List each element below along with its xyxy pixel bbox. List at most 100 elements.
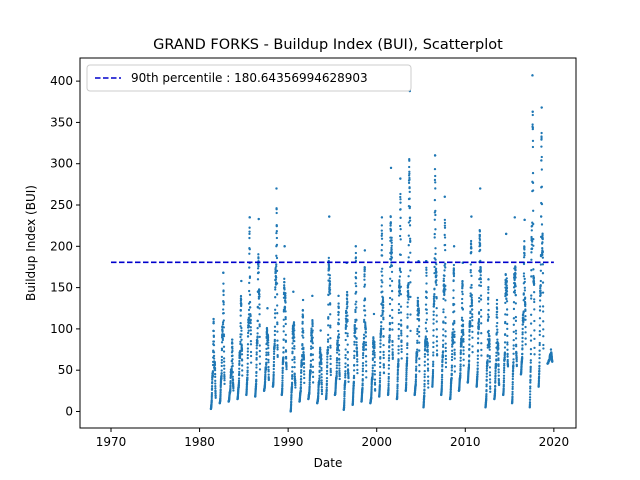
data-point (523, 254, 526, 257)
data-point (521, 333, 524, 336)
data-point (379, 355, 382, 359)
data-point (361, 356, 365, 359)
data-point (365, 364, 368, 367)
data-point (378, 379, 382, 382)
data-point (276, 348, 279, 351)
data-point (325, 388, 328, 391)
data-point (273, 333, 277, 336)
data-point (495, 359, 498, 362)
data-point (530, 269, 533, 272)
data-point (444, 335, 447, 338)
data-point (263, 380, 267, 383)
data-point (450, 355, 454, 359)
data-point (344, 331, 347, 335)
data-point (299, 377, 303, 381)
data-point (514, 337, 518, 340)
data-point (256, 306, 259, 309)
data-point (387, 354, 391, 357)
data-point (237, 379, 241, 382)
data-point (432, 318, 435, 321)
data-point (530, 294, 533, 297)
data-point (486, 364, 489, 367)
data-point (529, 387, 532, 390)
data-point (292, 321, 296, 324)
data-point (532, 291, 536, 294)
data-point (423, 382, 426, 386)
data-point (528, 401, 532, 404)
data-point (461, 290, 464, 293)
legend-label: 90th percentile : 180.64356994628903 (131, 71, 368, 85)
data-point (432, 329, 435, 332)
data-point (257, 217, 260, 221)
data-point (346, 294, 349, 297)
data-point (540, 159, 543, 162)
data-point (511, 385, 514, 389)
data-point (338, 367, 341, 370)
data-point (505, 284, 508, 287)
data-point (380, 232, 384, 235)
data-point (453, 357, 456, 360)
data-point (468, 347, 471, 351)
data-point (538, 317, 542, 320)
data-point (335, 361, 339, 364)
data-point (541, 247, 544, 250)
data-point (503, 346, 507, 349)
data-point (398, 280, 401, 284)
data-point (365, 376, 368, 379)
data-point (469, 268, 472, 272)
data-point (522, 275, 526, 278)
data-point (290, 400, 293, 403)
data-point (425, 330, 429, 333)
data-point (353, 323, 356, 327)
data-point (515, 352, 518, 355)
data-point (258, 295, 261, 298)
data-point (309, 365, 312, 369)
data-point (541, 256, 544, 259)
data-point (320, 383, 323, 386)
data-point (240, 329, 243, 332)
data-point (479, 269, 482, 273)
data-point (272, 360, 276, 364)
data-point (539, 284, 542, 287)
data-point (352, 369, 356, 372)
data-point (257, 257, 260, 260)
data-point (390, 244, 393, 247)
data-point (291, 342, 294, 345)
data-point (210, 393, 214, 396)
data-point (222, 301, 225, 304)
data-point (246, 335, 250, 338)
data-point (524, 343, 527, 346)
scatter-points (209, 74, 554, 413)
data-point (361, 378, 364, 381)
data-point (397, 345, 400, 348)
data-point (488, 354, 491, 358)
data-point (408, 237, 412, 240)
data-point (325, 376, 329, 380)
data-point (274, 271, 277, 274)
data-point (291, 365, 294, 369)
data-point (381, 281, 384, 284)
data-point (212, 351, 216, 354)
data-point (239, 314, 242, 317)
data-point (267, 370, 270, 373)
data-point (379, 339, 382, 342)
data-point (423, 360, 426, 363)
data-point (418, 357, 421, 360)
data-point (365, 370, 368, 373)
data-point (470, 215, 473, 218)
data-point (345, 324, 348, 328)
data-point (326, 338, 330, 341)
data-point (417, 314, 420, 317)
data-point (480, 354, 483, 357)
data-point (371, 357, 375, 360)
data-point (399, 216, 402, 219)
data-point (249, 340, 253, 343)
data-point (442, 339, 445, 342)
data-point (361, 373, 364, 377)
data-point (400, 357, 403, 360)
data-point (246, 373, 249, 376)
data-point (276, 346, 279, 349)
data-point (361, 353, 365, 357)
data-point (210, 396, 213, 400)
data-point (229, 384, 232, 387)
